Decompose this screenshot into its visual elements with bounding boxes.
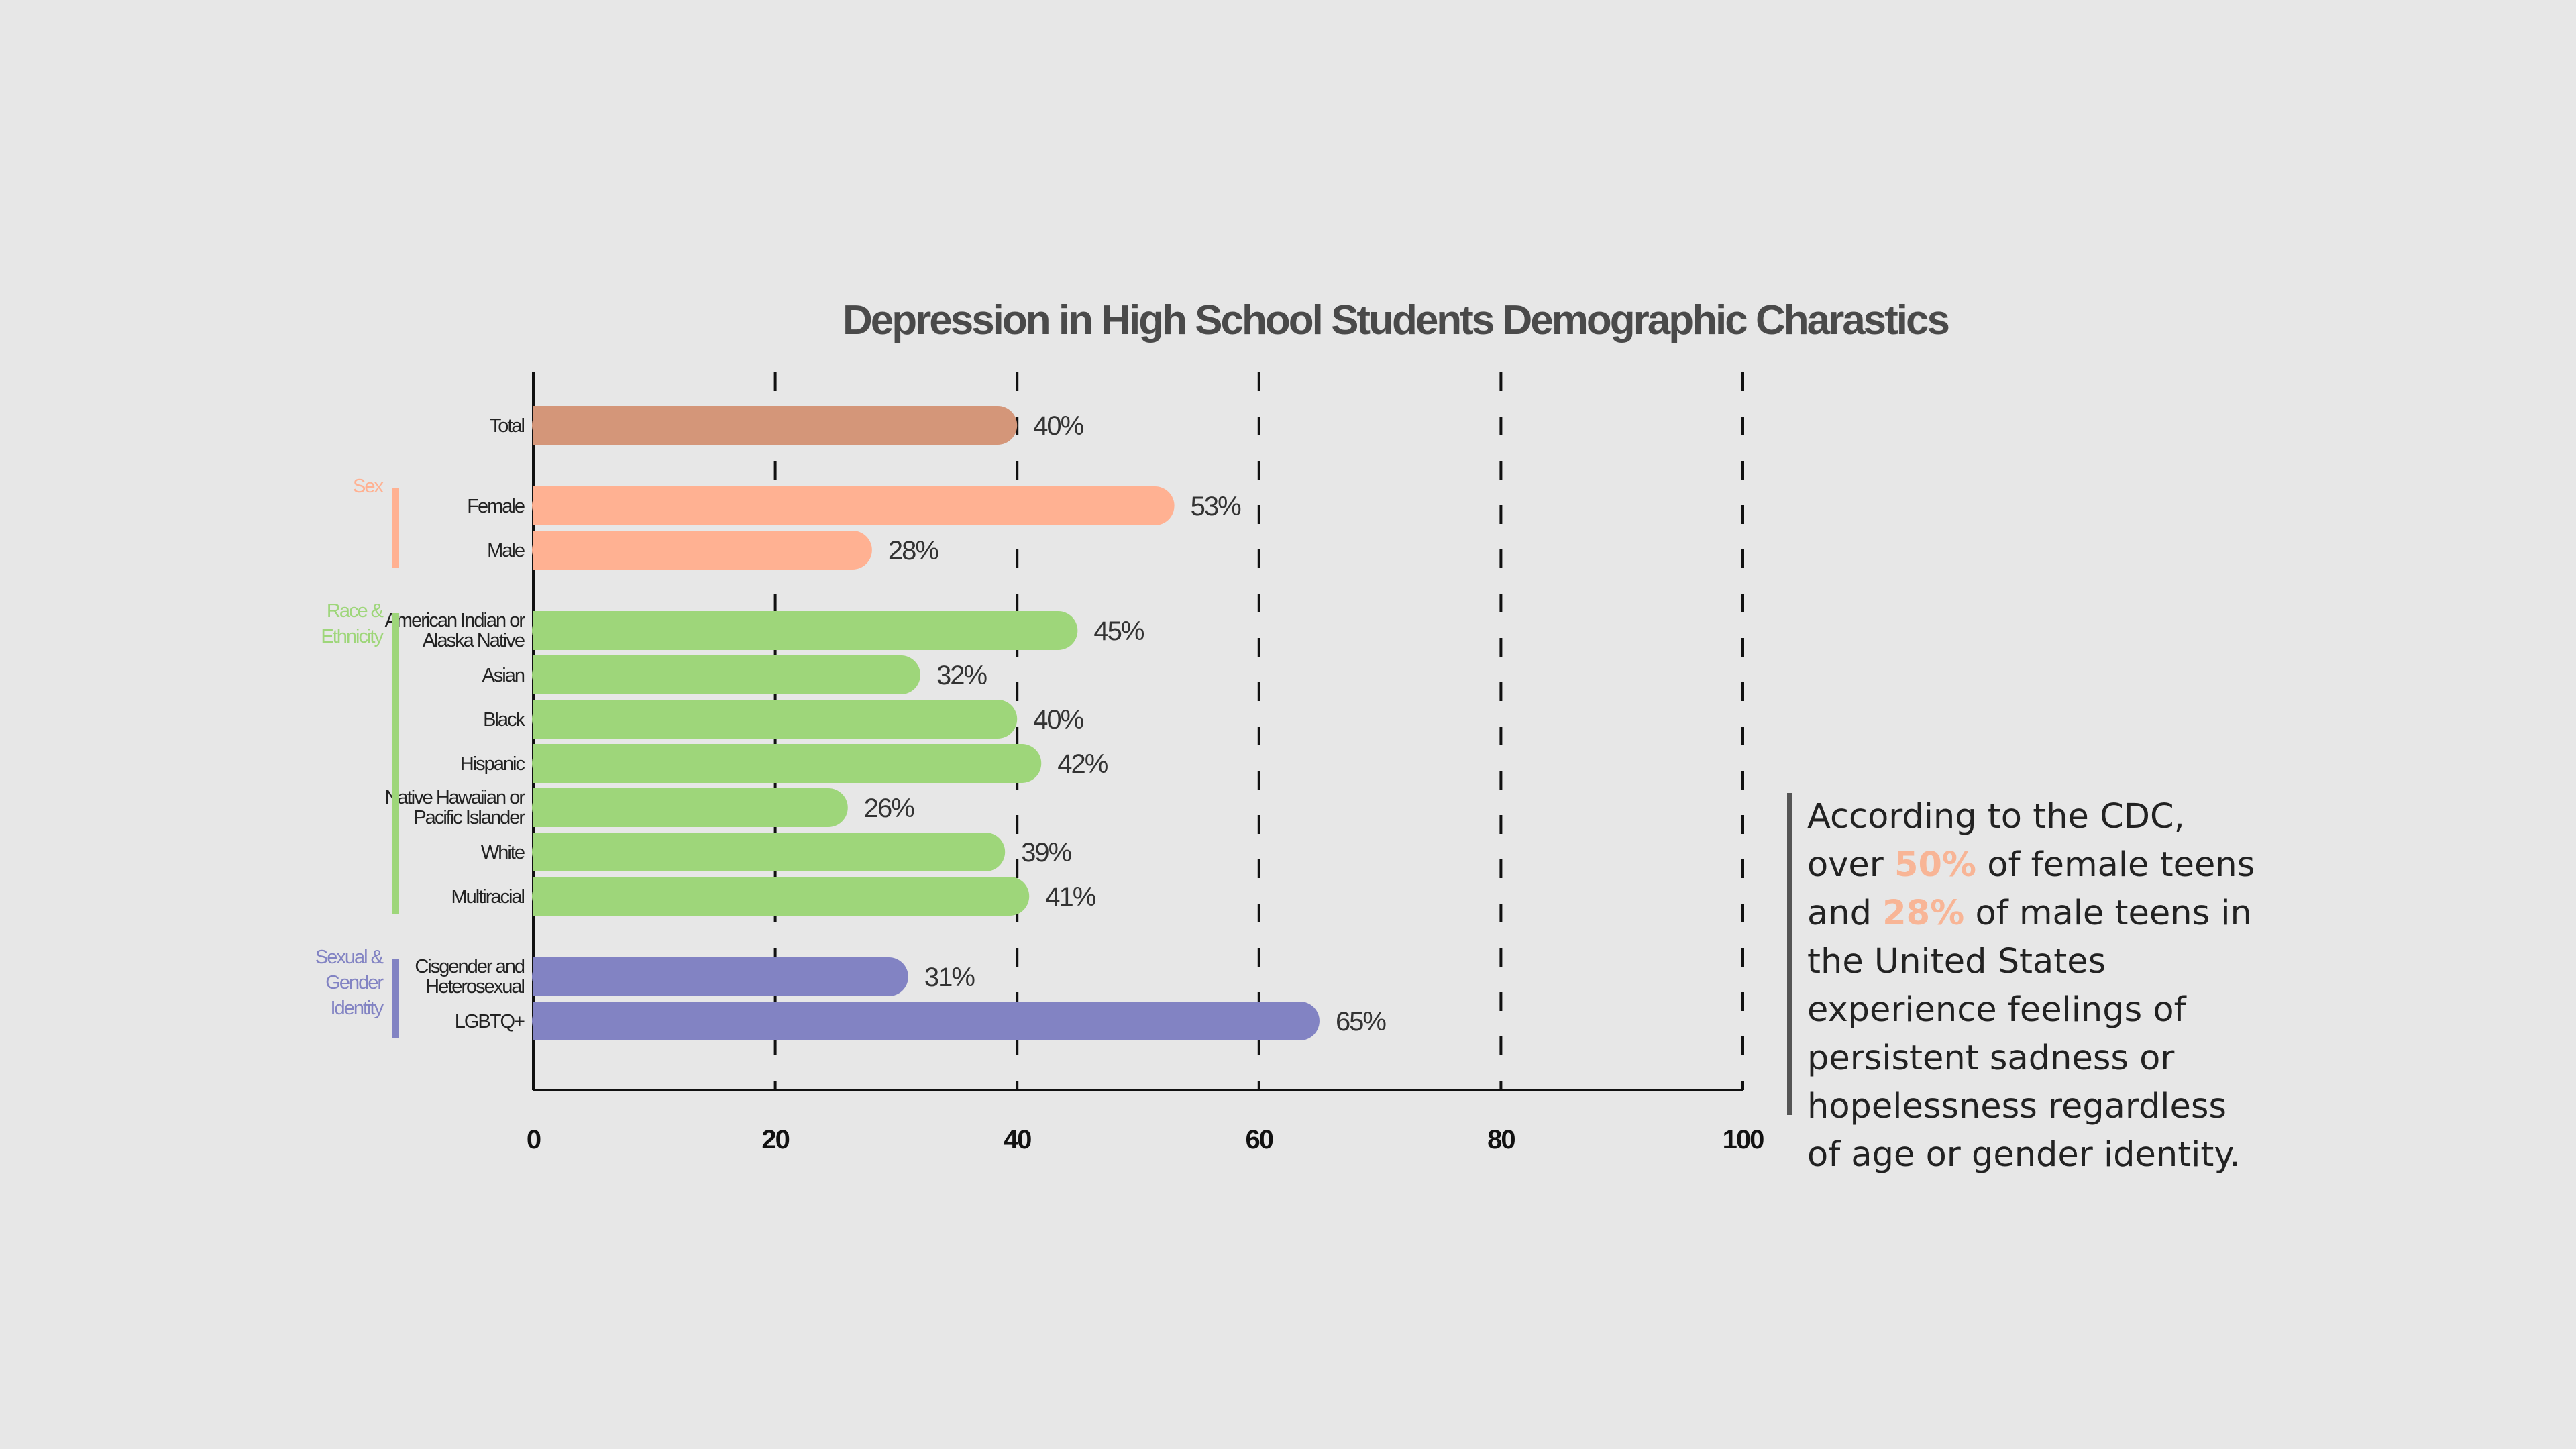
bar (532, 611, 1078, 650)
bar (532, 1002, 1320, 1040)
value-label: 39% (1021, 838, 1071, 867)
category-label-line: Native Hawaiian or (385, 787, 526, 808)
group-label: Race & Ethnicity (321, 600, 384, 647)
bar-base (533, 655, 572, 694)
category-label-line: Alaska Native (423, 630, 525, 651)
category-label: Total (490, 415, 525, 437)
value-label: 40% (1033, 705, 1083, 735)
annotation-text-2: of female teens and (1807, 845, 2255, 933)
group-label: Sexual & Gender Identity (315, 947, 384, 1019)
group-bracket (392, 613, 399, 914)
category-label-line: Pacific Islander (413, 807, 525, 828)
value-label: 31% (924, 963, 975, 992)
x-tick-label-80: 80 (1487, 1125, 1515, 1155)
category-label: Black (483, 709, 525, 731)
value-label: 65% (1336, 1007, 1386, 1036)
category-label: Asian (482, 665, 524, 686)
group-label-line: Race & (327, 600, 384, 622)
bar-base (533, 744, 572, 783)
category-label: Female (467, 496, 525, 517)
bar (532, 957, 908, 996)
category-label: Hispanic (460, 753, 525, 775)
group-brackets: Sex Race & Ethnicity Sexual & Gender Identity (315, 476, 399, 1038)
cdc-annotation: According to the CDC, over 50% of female… (1787, 793, 2257, 1175)
bar (532, 486, 1175, 525)
bar (532, 531, 872, 570)
x-tick-label-60: 60 (1246, 1125, 1273, 1155)
value-label: 41% (1045, 882, 1095, 912)
bar-base (533, 877, 572, 916)
group-label-line: Sexual & (315, 947, 384, 968)
bars (532, 406, 1320, 1040)
bar (532, 655, 920, 694)
value-label: 40% (1033, 411, 1083, 441)
group-label-line: Ethnicity (321, 626, 384, 647)
annotation-text-1: According to the CDC, over (1807, 797, 2185, 885)
bar-base (533, 406, 572, 445)
value-label: 42% (1057, 749, 1108, 779)
bar-base (533, 486, 572, 525)
bar (532, 744, 1042, 783)
value-label: 26% (864, 794, 914, 823)
bar (532, 700, 1018, 739)
annotation-highlight-female: 50% (1894, 845, 1977, 885)
category-label-line: Cisgender and (415, 956, 524, 977)
value-label: 45% (1093, 616, 1144, 646)
bar (532, 406, 1018, 445)
category-label: American Indian or Alaska Native (385, 610, 526, 651)
labels: 40% Total 53% Female 28% Male 45% American Indi… (385, 411, 1388, 1036)
category-label: Cisgender and Heterosexual (415, 956, 524, 998)
x-tick-label-20: 20 (761, 1125, 789, 1155)
category-label: LGBTQ+ (455, 1011, 525, 1032)
bar-base (533, 700, 572, 739)
value-label: 28% (888, 536, 938, 566)
bar-base (533, 833, 572, 871)
annotation-text-3: of male teens in the United States exper… (1807, 894, 2252, 1175)
group-label-line: Sex (353, 476, 384, 497)
category-label: White (481, 842, 525, 863)
x-tick-label-100: 100 (1723, 1125, 1764, 1155)
bar (532, 833, 1006, 871)
bar-base (533, 611, 572, 650)
group-label-line: Gender (325, 972, 384, 994)
value-label: 32% (936, 661, 987, 690)
category-label: Male (487, 540, 525, 561)
value-label: 53% (1191, 492, 1241, 521)
bar-base (533, 1002, 572, 1040)
chart-title: Depression in High School Students Demog… (843, 297, 1949, 343)
category-label: Multiracial (451, 886, 524, 908)
category-label-line: American Indian or (385, 610, 526, 631)
x-tick-label-40: 40 (1004, 1125, 1031, 1155)
group-label: Sex (353, 476, 384, 497)
group-label-line: Identity (331, 998, 384, 1019)
bar (532, 877, 1030, 916)
group-bracket (392, 488, 399, 568)
annotation-highlight-male: 28% (1882, 894, 1965, 933)
group-bracket (392, 959, 399, 1038)
bar-base (533, 531, 572, 570)
bar-base (533, 957, 572, 996)
category-label: Native Hawaiian or Pacific Islander (385, 787, 526, 828)
bar-base (533, 788, 572, 827)
category-label-line: Heterosexual (425, 976, 524, 998)
x-tick-label-0: 0 (527, 1125, 541, 1155)
bar (532, 788, 848, 827)
